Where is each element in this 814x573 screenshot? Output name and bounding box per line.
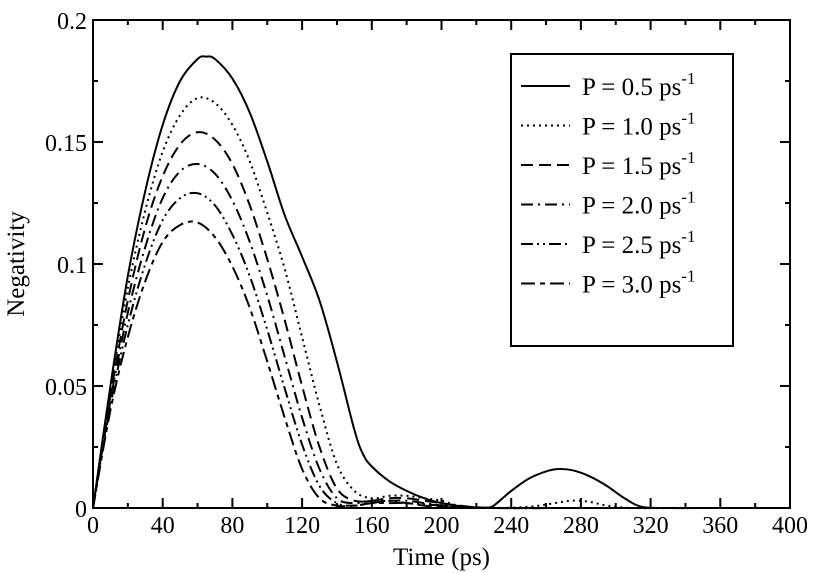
series-line-4 — [92, 162, 790, 510]
legend-label: P = 3.0 ps — [582, 272, 681, 299]
x-tick-label: 0 — [87, 513, 99, 539]
legend-label: P = 2.0 ps — [582, 193, 681, 220]
legend-label-superscript: -1 — [681, 227, 695, 246]
legend-label-superscript: -1 — [681, 148, 695, 167]
legend-label-superscript: -1 — [681, 267, 695, 286]
legend: P = 0.5 ps-1P = 1.0 ps-1P = 1.5 ps-1P = … — [510, 53, 734, 347]
y-tick-label: 0 — [75, 497, 87, 523]
legend-entry-1: P = 0.5 ps-1 — [582, 69, 695, 101]
x-tick-label: 120 — [284, 513, 320, 539]
legend-label: P = 1.0 ps — [582, 114, 681, 141]
legend-entry-2: P = 1.0 ps-1 — [582, 109, 695, 141]
y-tick-label: 0.2 — [57, 9, 87, 35]
y-tick-label: 0.1 — [57, 253, 87, 279]
y-tick-label: 0.15 — [45, 131, 87, 157]
legend-label-superscript: -1 — [681, 109, 695, 128]
x-tick-label: 200 — [424, 513, 460, 539]
legend-label: P = 1.5 ps — [582, 153, 681, 180]
legend-entry-4: P = 2.0 ps-1 — [582, 188, 695, 220]
legend-label: P = 0.5 ps — [582, 74, 681, 101]
x-tick-label: 400 — [772, 513, 808, 539]
x-tick-label: 360 — [702, 513, 738, 539]
x-tick-label: 280 — [563, 513, 599, 539]
y-tick-label: 0.05 — [45, 375, 87, 401]
axis-tick-labels: 0 40 80 120 160 200 240 280 320 360 400 0 0.05 0.1 0.1… — [45, 9, 808, 539]
legend-entry-5: P = 2.5 ps-1 — [582, 227, 695, 259]
x-tick-label: 240 — [493, 513, 529, 539]
legend-label: P = 2.5 ps — [582, 232, 681, 259]
legend-label-superscript: -1 — [681, 188, 695, 207]
y-axis-title: Negativity — [3, 211, 30, 317]
legend-label-superscript: -1 — [681, 69, 695, 88]
x-tick-label: 40 — [151, 513, 175, 539]
x-axis-title: Time (ps) — [393, 544, 490, 571]
axis-ticks — [92, 19, 791, 509]
x-tick-label: 320 — [633, 513, 669, 539]
series-line-3 — [92, 131, 790, 510]
x-tick-label: 160 — [354, 513, 390, 539]
series-line-1 — [92, 55, 790, 510]
x-tick-label: 80 — [220, 513, 244, 539]
legend-entry-3: P = 1.5 ps-1 — [582, 148, 695, 180]
legend-box — [510, 53, 734, 347]
legend-entry-6: P = 3.0 ps-1 — [582, 267, 695, 299]
